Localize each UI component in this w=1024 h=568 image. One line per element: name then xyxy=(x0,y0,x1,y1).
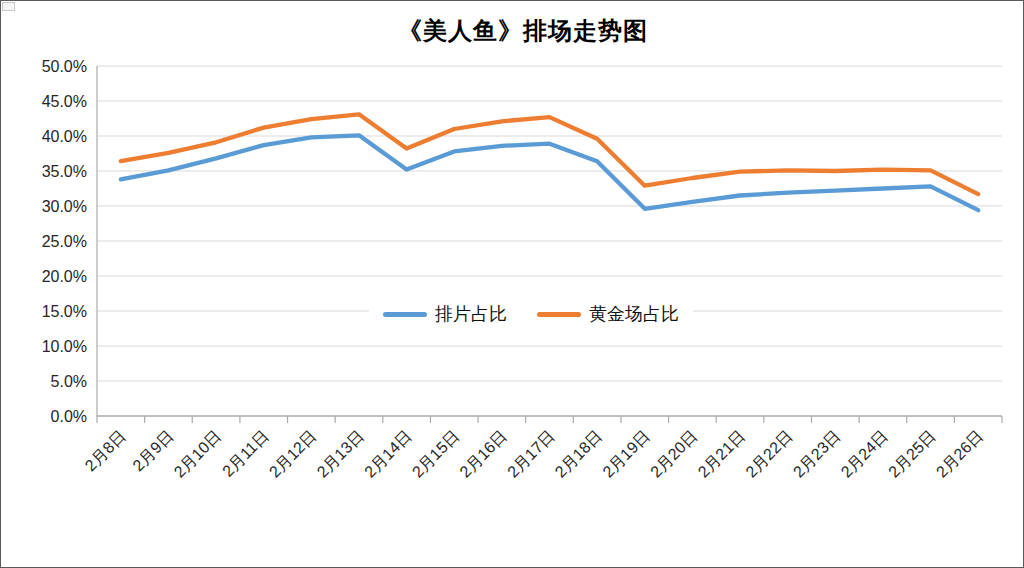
x-axis-tick-label: 2月8日 xyxy=(82,427,129,474)
x-axis-tick-label: 2月19日 xyxy=(599,427,653,481)
x-axis-tick-label: 2月14日 xyxy=(361,427,415,481)
legend-label-screening-share: 排片占比 xyxy=(435,302,507,326)
legend-label-primetime-share: 黄金场占比 xyxy=(589,302,679,326)
y-axis-tick-label: 30.0% xyxy=(42,198,87,215)
legend-swatch-screening-share xyxy=(383,312,427,317)
y-axis-tick-label: 50.0% xyxy=(42,58,87,75)
y-axis-tick-label: 5.0% xyxy=(51,373,87,390)
legend-item-primetime-share: 黄金场占比 xyxy=(537,302,679,326)
x-axis-tick-label: 2月22日 xyxy=(742,427,796,481)
y-axis-tick-label: 35.0% xyxy=(42,163,87,180)
x-axis-tick-label: 2月11日 xyxy=(219,427,272,480)
x-axis-tick-label: 2月15日 xyxy=(409,427,463,481)
y-axis-tick-label: 40.0% xyxy=(42,128,87,145)
y-axis-tick-label: 25.0% xyxy=(42,233,87,250)
x-axis-tick-label: 2月9日 xyxy=(129,427,176,474)
x-axis-tick-label: 2月18日 xyxy=(552,427,606,481)
x-axis-tick-label: 2月17日 xyxy=(504,427,558,481)
y-axis-tick-label: 45.0% xyxy=(42,93,87,110)
series-line-primetime-share xyxy=(121,114,978,194)
x-axis-tick-label: 2月12日 xyxy=(266,427,320,481)
x-axis-tick-label: 2月13日 xyxy=(314,427,368,481)
legend-item-screening-share: 排片占比 xyxy=(383,302,507,326)
plot-area: 50.0% 45.0% 40.0% 35.0% 30.0% 25.0% 20.0% 15.0%… xyxy=(1,1,1024,568)
legend-swatch-primetime-share xyxy=(537,312,581,317)
x-axis-tick-label: 2月20日 xyxy=(647,427,701,481)
y-axis-tick-label: 10.0% xyxy=(42,338,87,355)
y-axis-tick-label: 20.0% xyxy=(42,268,87,285)
x-axis-tick-label: 2月10日 xyxy=(171,427,225,481)
x-axis-tick-label: 2月25日 xyxy=(885,427,939,481)
x-axis-tick-label: 2月16日 xyxy=(456,427,510,481)
x-axis-tick-label: 2月23日 xyxy=(790,427,844,481)
series-line-screening-share xyxy=(121,135,978,210)
x-axis-tick-label: 2月21日 xyxy=(695,427,749,481)
chart-legend: 排片占比 黄金场占比 xyxy=(369,298,693,330)
y-axis-tick-label: 0.0% xyxy=(51,408,87,425)
y-axis-tick-label: 15.0% xyxy=(42,303,87,320)
x-axis-tick-label: 2月24日 xyxy=(838,427,892,481)
chart-canvas: 《美人鱼》排场走势图 50.0%45.0%40.0%35.0%30.0%25.0… xyxy=(0,0,1024,568)
x-axis-tick-label: 2月26日 xyxy=(933,427,987,481)
